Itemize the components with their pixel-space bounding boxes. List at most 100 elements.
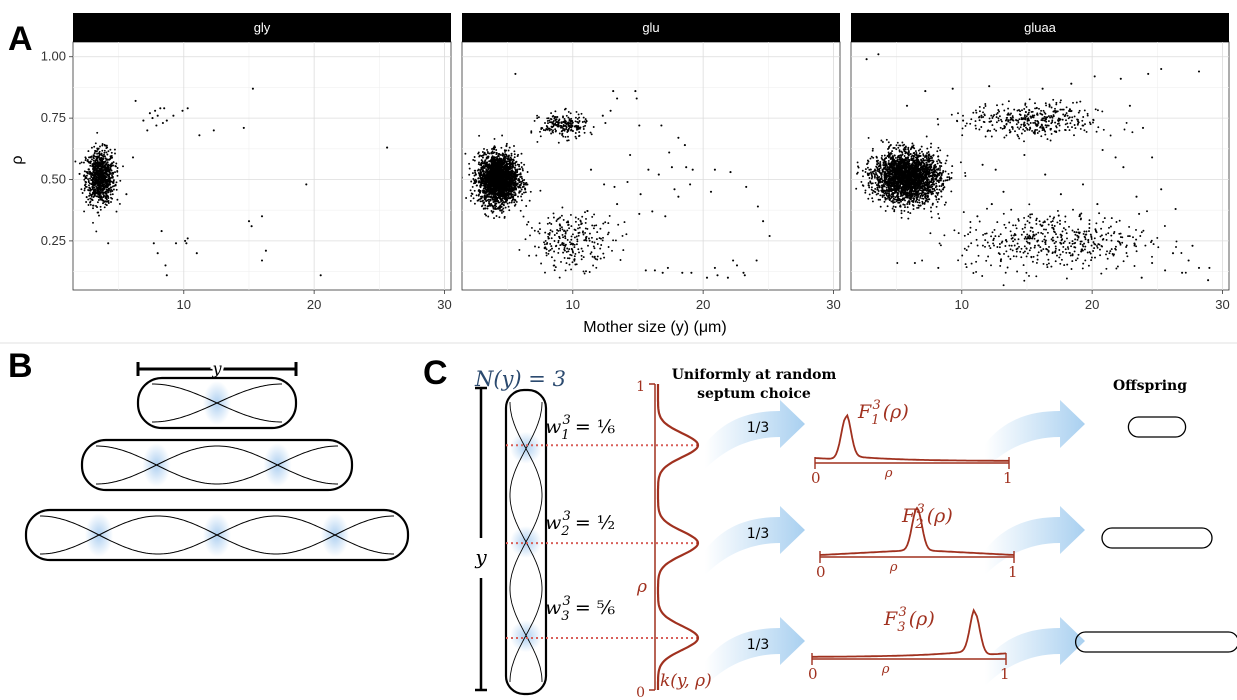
scatter-point [495,199,498,202]
scatter-point [502,175,504,178]
scatter-point [473,174,476,177]
scatter-point [881,154,883,157]
scatter-point [580,112,583,115]
scatter-point [477,163,480,166]
scatter-point [80,161,83,164]
scatter-point [185,242,188,245]
scatter-point [931,183,934,186]
scatter-point [530,131,533,134]
scatter-point [564,269,567,272]
scatter-point [537,246,540,249]
scatter-point [96,186,99,189]
scatter-point [490,174,493,177]
scatter-point [134,99,137,102]
scatter-point [97,152,100,155]
scatter-point [525,183,527,186]
scatter-point [522,183,525,186]
scatter-point [493,178,496,181]
scatter-point [93,145,96,148]
scatter-point [480,182,483,185]
scatter-point [513,191,515,194]
scatter-point [505,197,508,200]
scatter-point [564,237,567,240]
scatter-point [83,184,86,187]
scatter-point [575,235,578,238]
scatter-point [565,123,568,126]
scatter-point [96,184,99,187]
scatter-point [500,172,503,175]
scatter-point [159,107,162,110]
scatter-point [567,116,570,119]
scatter-point [508,154,510,157]
scatter-point [487,215,490,218]
scatter-point [489,192,492,195]
scatter-point [563,229,566,232]
scatter-point [510,201,513,204]
scatter-point [570,235,573,238]
scatter-point [584,211,586,214]
scatter-point [946,154,949,157]
scatter-point [603,183,606,186]
scatter-point [118,202,121,205]
scatter-point [519,186,522,189]
scatter-point [501,194,504,197]
scatter-point [552,212,555,215]
scatter-point [112,172,115,175]
scatter-point [513,178,516,181]
scatter-point [160,230,163,233]
scatter-point [104,195,107,198]
scatter-point [483,147,485,150]
scatter-point [557,251,560,254]
scatter-point [871,200,874,203]
scatter-point [98,193,101,196]
scatter-point [557,229,560,232]
scatter-point [109,189,111,192]
scatter-point [575,263,578,266]
scatter-point [608,214,611,217]
scatter-point [500,200,503,203]
scatter-point [931,162,934,164]
scatter-point [515,175,518,178]
scatter-point [469,199,472,202]
facet-strip [462,13,840,42]
scatter-point [884,198,887,201]
scatter-point [964,171,967,174]
scatter-point [607,231,610,234]
scatter-point [501,199,504,202]
scatter-point [578,135,580,138]
scatter-point [503,192,506,195]
scatter-point [111,174,113,177]
scatter-point [497,199,500,202]
scatter-point [559,244,562,247]
scatter-point [110,151,113,154]
scatter-point [544,239,547,242]
scatter-point [559,124,562,127]
scatter-point [570,117,573,120]
scatter-point [499,197,502,200]
scatter-point [94,161,97,164]
scatter-point [513,171,516,174]
facet-points [462,72,771,279]
scatter-point [495,193,498,196]
scatter-point [87,179,90,182]
scatter-point [514,162,516,165]
scatter-point [685,166,688,169]
scatter-point [87,178,90,181]
scatter-point [481,156,484,159]
scatter-point [470,194,473,197]
scatter-point [552,120,555,123]
scatter-point [559,216,562,219]
scatter-point [940,165,943,168]
scatter-point [596,243,599,245]
scatter-point [492,201,495,203]
scatter-point [505,142,508,145]
scatter-point [478,134,481,137]
scatter-point [497,192,500,195]
scatter-point [106,168,109,171]
scatter-point [879,205,882,208]
scatter-point [875,173,878,176]
scatter-point [474,171,477,174]
scatter-point [96,206,99,209]
scatter-point [540,262,543,265]
